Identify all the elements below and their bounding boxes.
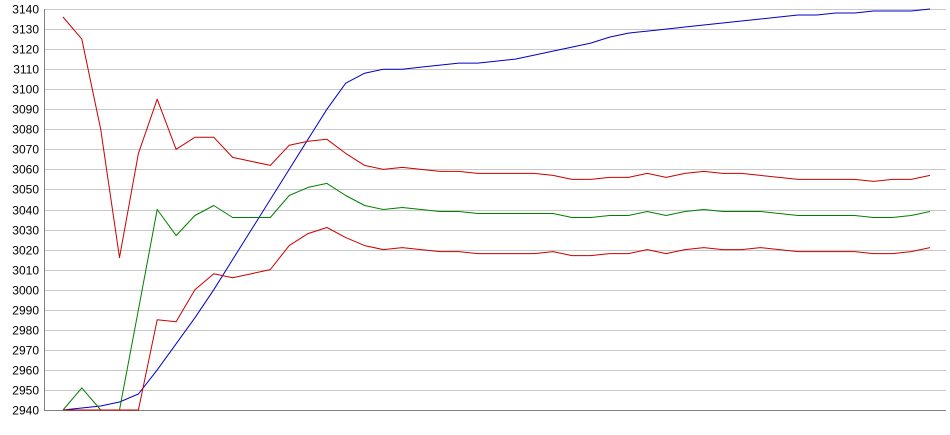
y-tick-label: 2970 — [12, 344, 39, 358]
series-line-2 — [62, 16, 931, 259]
y-tick-label: 3000 — [12, 284, 39, 298]
y-tick-label: 3090 — [12, 103, 39, 117]
y-tick-label: 2990 — [12, 304, 39, 318]
y-tick-label: 3070 — [12, 143, 39, 157]
y-tick-label: 3050 — [12, 183, 39, 197]
y-tick-label: 3080 — [12, 123, 39, 137]
y-tick-label: 3140 — [12, 3, 39, 17]
series-line-4 — [63, 227, 931, 411]
y-tick-label: 3020 — [12, 244, 39, 258]
y-tick-label: 3130 — [12, 23, 39, 37]
series-line-3 — [62, 182, 931, 411]
y-tick-label: 3040 — [12, 204, 39, 218]
y-tick-label: 2980 — [12, 324, 39, 338]
series-lines — [62, 8, 931, 411]
y-axis-tick-labels: 2940 2950 2960 2970 2980 2990 3000 3010 3020 3030… — [12, 3, 39, 418]
y-tick-label: 3100 — [12, 83, 39, 97]
y-tick-label: 2960 — [12, 364, 39, 378]
y-tick-label: 3030 — [12, 224, 39, 238]
series-line-1 — [62, 8, 931, 411]
y-tick-label: 3060 — [12, 163, 39, 177]
y-tick-label: 3120 — [12, 43, 39, 57]
y-tick-label: 3010 — [12, 264, 39, 278]
y-tick-label: 2950 — [12, 384, 39, 398]
gridlines — [44, 9, 946, 411]
y-tick-label: 2940 — [12, 404, 39, 418]
y-tick-label: 3110 — [13, 63, 39, 77]
